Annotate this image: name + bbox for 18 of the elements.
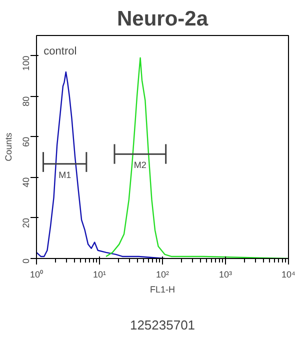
annotation: control: [44, 46, 77, 58]
x-tick-label: 10⁰: [30, 270, 44, 280]
y-axis-title: Counts: [4, 132, 14, 162]
y-tick-label: 80: [21, 96, 31, 106]
x-tick-label: 10²: [156, 270, 170, 280]
y-tick-label: 20: [21, 218, 31, 228]
annotation: M1: [58, 170, 72, 180]
annotation: M2: [134, 160, 146, 170]
x-tick-label: 10¹: [92, 270, 106, 280]
chart-title: Neuro-2a: [116, 8, 208, 30]
x-axis-title: FL1-H: [150, 284, 176, 294]
y-tick-label: 60: [21, 136, 31, 147]
y-tick-label: 100: [21, 56, 31, 71]
text: 125235701: [130, 318, 196, 332]
y-tick-label: 40: [21, 177, 31, 188]
y-tick-label: 0: [21, 258, 31, 264]
x-tick-label: 10⁴: [282, 270, 296, 280]
x-tick-label: 10³: [218, 270, 232, 280]
